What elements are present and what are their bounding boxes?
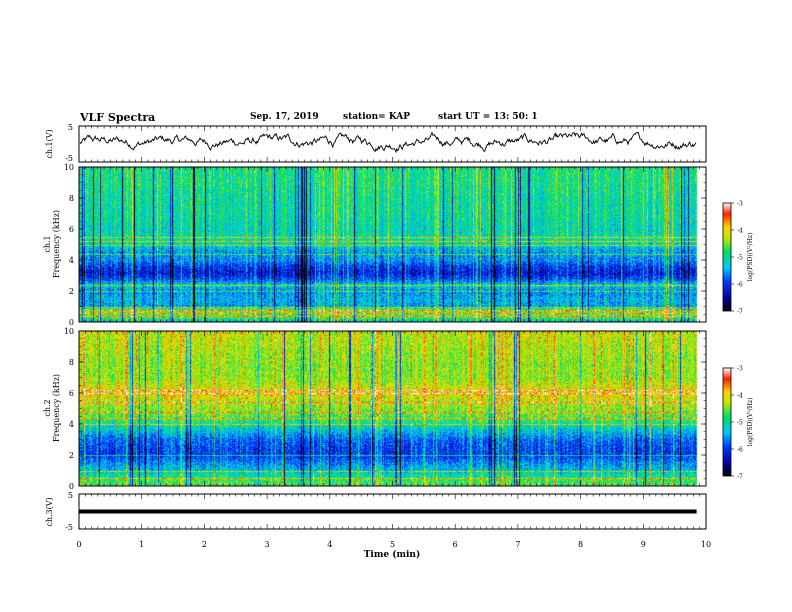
time-tick-label: 3 <box>265 540 270 549</box>
station-label: station= KAP <box>343 112 411 122</box>
freq-tick-label: 0 <box>69 318 74 327</box>
ch1-spec-heatmap <box>79 167 706 322</box>
colorbar-tick-label: -7 <box>737 474 743 481</box>
time-tick-label: 5 <box>390 540 395 549</box>
ch2-colorbar-ticks: -3 -4 -5 -6 -7 <box>731 366 743 481</box>
freq-tick-label: 6 <box>69 389 74 398</box>
ch1-spec-yticks: 0 2 4 6 8 10 <box>64 163 706 327</box>
ch1-ylabel: ch.1(V) <box>45 129 54 158</box>
ch1-colorbar <box>722 202 732 312</box>
ch2-spec-yticks: 0 2 4 6 8 10 <box>64 327 706 491</box>
freq-tick-label: 8 <box>69 194 74 203</box>
ch1-spec-ylabel-channel: ch.1 <box>43 235 52 252</box>
time-tick-label: 0 <box>76 540 81 549</box>
colorbar-tick-label: -3 <box>737 201 743 208</box>
ch1-spec-ylabel: Frequency (kHz) <box>52 210 61 278</box>
colorbar-tick-label: -5 <box>737 255 743 262</box>
ch1-colorbar-label: log(PSD)(V²/Hz) <box>747 233 754 282</box>
colorbar-tick-label: -4 <box>737 228 743 235</box>
ch1-waveform-line <box>79 131 697 154</box>
time-axis-label: Time (min) <box>364 549 421 560</box>
ch1-ytick-bottom: -5 <box>65 154 73 163</box>
date-label: Sep. 17, 2019 <box>250 112 319 122</box>
ch3-ytick-top: 5 <box>68 491 73 500</box>
freq-tick-label: 4 <box>69 420 74 429</box>
start-time-label: start UT = 13: 50: 1 <box>438 112 538 122</box>
colorbar-tick-label: -5 <box>737 420 743 427</box>
freq-tick-label: 4 <box>69 256 74 265</box>
time-tick-label: 1 <box>139 540 144 549</box>
time-axis-ticks <box>78 126 707 529</box>
freq-tick-label: 10 <box>64 327 74 336</box>
freq-tick-label: 6 <box>69 225 74 234</box>
time-tick-label: 8 <box>578 540 583 549</box>
ch3-ytick-bottom: -5 <box>65 523 73 532</box>
time-tick-label: 6 <box>453 540 458 549</box>
colorbar-tick-label: -7 <box>737 309 743 316</box>
panel-ch3-waveform: 5 -5 ch.3(V) <box>45 491 707 532</box>
colorbar-tick-label: -6 <box>737 282 743 289</box>
ch2-spec-heatmap <box>79 331 706 486</box>
colorbar-tick-label: -6 <box>737 447 743 454</box>
time-tick-label: 4 <box>327 540 332 549</box>
ch1-waveform-frame <box>78 125 707 163</box>
ch2-colorbar-label: log(PSD)(V²/Hz) <box>747 398 754 447</box>
time-tick-label: 10 <box>701 540 711 549</box>
freq-tick-label: 2 <box>69 287 74 296</box>
colorbar-tick-label: -4 <box>737 393 743 400</box>
freq-tick-label: 10 <box>64 163 74 172</box>
ch2-spec-ylabel: Frequency (kHz) <box>52 374 61 442</box>
ch1-ytick-top: 5 <box>68 123 73 132</box>
chart-title: VLF Spectra <box>80 111 156 124</box>
freq-tick-label: 8 <box>69 358 74 367</box>
panel-ch1-waveform: 5 -5 ch.1(V) <box>45 123 707 163</box>
colorbar-tick-label: -3 <box>737 366 743 373</box>
ch1-colorbar-ticks: -3 -4 -5 -6 -7 <box>731 201 743 316</box>
ch2-colorbar <box>722 367 732 477</box>
time-axis-labels: 0 1 2 3 4 5 6 7 8 9 10 <box>76 540 711 549</box>
time-tick-label: 2 <box>202 540 207 549</box>
freq-tick-label: 2 <box>69 451 74 460</box>
time-tick-label: 7 <box>515 540 520 549</box>
ch2-spec-ylabel-channel: ch.2 <box>43 399 52 416</box>
time-tick-label: 9 <box>641 540 646 549</box>
freq-tick-label: 0 <box>69 482 74 491</box>
ch3-ylabel: ch.3(V) <box>45 497 54 526</box>
